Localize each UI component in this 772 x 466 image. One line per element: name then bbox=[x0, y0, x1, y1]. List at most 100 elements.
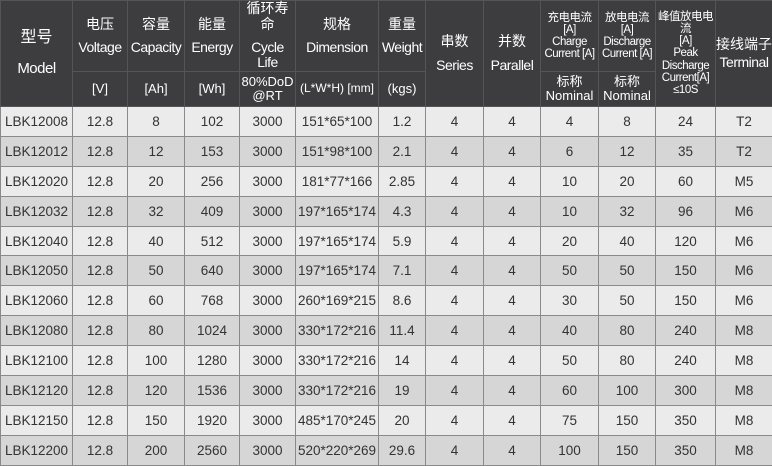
header-peak-l5: Current[A] bbox=[656, 72, 715, 84]
cell-parallel: 4 bbox=[484, 435, 541, 465]
charge-nominal-cn: 标称 bbox=[541, 75, 598, 89]
cell-voltage: 12.8 bbox=[73, 107, 128, 137]
cell-cycle-life: 3000 bbox=[240, 346, 296, 376]
header-model-cn: 型号 bbox=[1, 29, 72, 47]
header-peak-l2: [A] bbox=[656, 35, 715, 47]
cell-peak-current: 60 bbox=[656, 166, 716, 196]
cell-cycle-life: 3000 bbox=[240, 286, 296, 316]
cell-dimension: 330*172*216 bbox=[296, 376, 379, 406]
header-voltage-cn: 电压 bbox=[73, 17, 127, 32]
cell-dimension: 151*65*100 bbox=[296, 107, 379, 137]
cell-model: LBK12008 bbox=[1, 107, 73, 137]
cell-energy: 1536 bbox=[185, 376, 240, 406]
cell-capacity: 100 bbox=[128, 346, 185, 376]
cell-peak-current: 240 bbox=[656, 346, 716, 376]
cell-capacity: 60 bbox=[128, 286, 185, 316]
cell-series: 4 bbox=[426, 256, 484, 286]
unit-weight: (kgs) bbox=[379, 72, 426, 107]
cell-energy: 153 bbox=[185, 136, 240, 166]
cell-series: 4 bbox=[426, 196, 484, 226]
cell-series: 4 bbox=[426, 435, 484, 465]
charge-nominal-en: Nominal bbox=[541, 89, 598, 103]
cell-voltage: 12.8 bbox=[73, 196, 128, 226]
cell-cycle-life: 3000 bbox=[240, 226, 296, 256]
cell-capacity: 80 bbox=[128, 316, 185, 346]
cell-charge-current: 20 bbox=[541, 226, 599, 256]
cell-parallel: 4 bbox=[484, 376, 541, 406]
cell-voltage: 12.8 bbox=[73, 346, 128, 376]
header-peak-l4: Discharge bbox=[656, 60, 715, 72]
cell-energy: 1920 bbox=[185, 405, 240, 435]
cell-charge-current: 6 bbox=[541, 136, 599, 166]
cell-parallel: 4 bbox=[484, 405, 541, 435]
header-discharge-l3: Discharge bbox=[599, 36, 655, 48]
cell-cycle-life: 3000 bbox=[240, 107, 296, 137]
header-capacity-cn: 容量 bbox=[128, 17, 184, 32]
unit-cycle-rt: @RT bbox=[240, 89, 295, 103]
unit-cycle-dod: 80%DoD bbox=[240, 75, 295, 89]
cell-parallel: 4 bbox=[484, 346, 541, 376]
cell-series: 4 bbox=[426, 226, 484, 256]
cell-discharge-current: 8 bbox=[599, 107, 656, 137]
cell-series: 4 bbox=[426, 166, 484, 196]
header-series-en: Series bbox=[426, 58, 483, 73]
cell-voltage: 12.8 bbox=[73, 435, 128, 465]
cell-discharge-current: 20 bbox=[599, 166, 656, 196]
cell-capacity: 150 bbox=[128, 405, 185, 435]
header-discharge-l4: Current [A] bbox=[599, 48, 655, 60]
cell-voltage: 12.8 bbox=[73, 136, 128, 166]
unit-capacity: [Ah] bbox=[128, 72, 185, 107]
discharge-nominal-en: Nominal bbox=[599, 89, 655, 103]
cell-voltage: 12.8 bbox=[73, 316, 128, 346]
cell-parallel: 4 bbox=[484, 256, 541, 286]
cell-model: LBK12120 bbox=[1, 376, 73, 406]
cell-terminal: M6 bbox=[716, 196, 772, 226]
cell-series: 4 bbox=[426, 286, 484, 316]
cell-cycle-life: 3000 bbox=[240, 376, 296, 406]
cell-terminal: M8 bbox=[716, 405, 772, 435]
cell-series: 4 bbox=[426, 136, 484, 166]
header-cycle-en: Cycle Life bbox=[240, 40, 295, 71]
header-dimension-cn: 规格 bbox=[296, 17, 378, 32]
cell-peak-current: 96 bbox=[656, 196, 716, 226]
cell-cycle-life: 3000 bbox=[240, 316, 296, 346]
cell-parallel: 4 bbox=[484, 107, 541, 137]
cell-model: LBK12050 bbox=[1, 256, 73, 286]
header-voltage-en: Voltage bbox=[73, 40, 127, 55]
header-peak-l1: 峰值放电电流 bbox=[656, 11, 715, 35]
cell-peak-current: 120 bbox=[656, 226, 716, 256]
header-terminal-en: Terminal bbox=[716, 55, 772, 70]
header-weight-cn: 重量 bbox=[379, 17, 425, 32]
cell-discharge-current: 50 bbox=[599, 286, 656, 316]
cell-weight: 2.1 bbox=[379, 136, 426, 166]
header-terminal-cn: 接线端子 bbox=[716, 37, 772, 52]
discharge-nominal-cn: 标称 bbox=[599, 75, 655, 89]
cell-energy: 256 bbox=[185, 166, 240, 196]
cell-terminal: M8 bbox=[716, 346, 772, 376]
unit-energy: [Wh] bbox=[185, 72, 240, 107]
cell-dimension: 330*172*216 bbox=[296, 346, 379, 376]
cell-weight: 5.9 bbox=[379, 226, 426, 256]
cell-energy: 2560 bbox=[185, 435, 240, 465]
header-parallel-en: Parallel bbox=[484, 58, 540, 73]
cell-model: LBK12012 bbox=[1, 136, 73, 166]
cell-series: 4 bbox=[426, 316, 484, 346]
cell-capacity: 20 bbox=[128, 166, 185, 196]
cell-discharge-current: 80 bbox=[599, 316, 656, 346]
unit-dimension: (L*W*H) [mm] bbox=[296, 72, 379, 107]
cell-charge-current: 40 bbox=[541, 316, 599, 346]
cell-peak-current: 150 bbox=[656, 256, 716, 286]
